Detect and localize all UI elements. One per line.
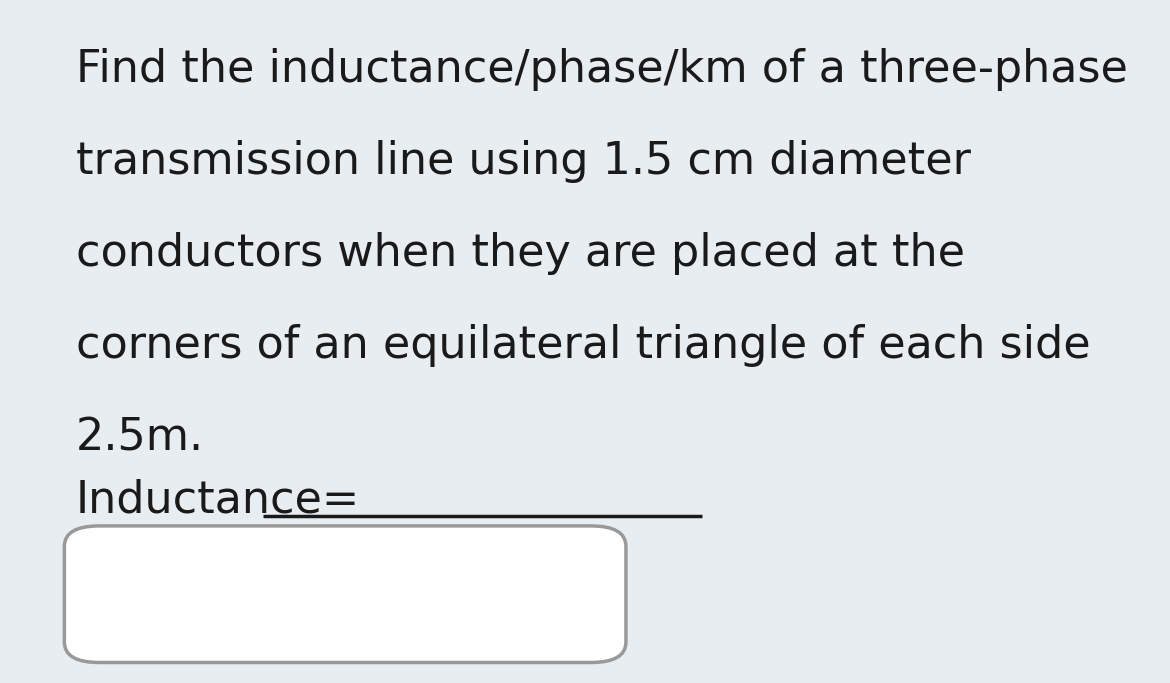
- Text: conductors when they are placed at the: conductors when they are placed at the: [76, 232, 965, 275]
- Text: Find the inductance/phase/km of a three-phase: Find the inductance/phase/km of a three-…: [76, 48, 1128, 91]
- Text: transmission line using 1.5 cm diameter: transmission line using 1.5 cm diameter: [76, 140, 971, 183]
- Text: Inductance=: Inductance=: [76, 478, 360, 521]
- FancyBboxPatch shape: [64, 526, 626, 663]
- Text: corners of an equilateral triangle of each side: corners of an equilateral triangle of ea…: [76, 324, 1090, 367]
- Text: 2.5m.: 2.5m.: [76, 417, 205, 460]
